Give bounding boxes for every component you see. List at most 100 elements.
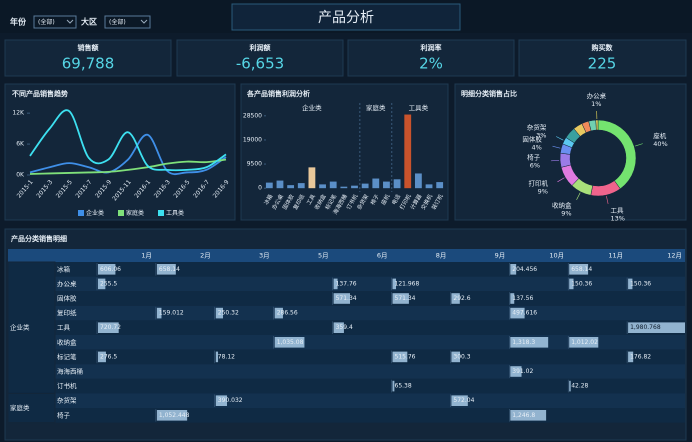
table-row [55, 262, 685, 277]
column-header: 10月 [549, 252, 564, 260]
bar [393, 179, 401, 189]
filter-select[interactable] [104, 15, 151, 29]
cell-bar [569, 278, 574, 290]
filter-select[interactable] [33, 15, 77, 29]
cell-bar [156, 307, 162, 319]
column-header: 6月 [377, 252, 388, 260]
cell-value: 286.56 [277, 310, 298, 317]
slice-value: 1% [591, 100, 601, 108]
row-label: 复印纸 [57, 308, 77, 317]
table-header [8, 249, 685, 262]
cell-value: 720.72 [100, 324, 121, 331]
slice-value: 9% [538, 187, 548, 195]
legend-swatch [118, 210, 124, 216]
group-label: 工具类 [409, 103, 429, 112]
slice-label: 杂货架 [527, 123, 547, 132]
cell-value: 571.34 [336, 295, 357, 302]
bar [414, 173, 422, 189]
row-label: 工具 [57, 324, 71, 332]
chart-panel [240, 83, 449, 221]
kpi-value: -6,653 [236, 55, 284, 73]
cell-value: 137.76 [336, 280, 357, 287]
table-row [55, 378, 685, 394]
cell-value: 121.968 [395, 280, 420, 287]
kpi-label: 利润率 [421, 43, 442, 52]
title-box [231, 3, 461, 31]
dropdown-arrow [66, 19, 74, 24]
cell-value: 159.012 [159, 310, 184, 317]
bar [297, 183, 305, 189]
table-row [55, 291, 685, 306]
cell-value: 255.5 [100, 280, 117, 287]
pie-slice [559, 152, 572, 168]
bar [436, 182, 444, 189]
cell-value: 359.4 [336, 324, 353, 331]
pie-slice [588, 119, 597, 132]
table-title: 产品分类销售明细 [11, 234, 67, 243]
chart-title: 不同产品销售趋势 [12, 89, 68, 98]
kpi-value: 69,788 [62, 55, 115, 73]
cell-value: 1,980.768 [630, 324, 661, 331]
cell-value: 1,246.8 [512, 412, 535, 419]
slice-value: 9% [561, 210, 571, 218]
slice-label: 椅子 [527, 152, 541, 161]
row-label: 标记笔 [57, 352, 77, 361]
cell-bar [333, 322, 344, 333]
y-tick-label: 0 [258, 185, 262, 192]
row-label: 椅子 [57, 410, 71, 419]
filter-label: 年份 [10, 17, 27, 27]
cell-bar [98, 351, 106, 363]
slice-label: 办公桌 [587, 91, 607, 100]
slice-label: 工具 [610, 207, 624, 215]
kpi-value: 225 [588, 55, 617, 73]
cell-value: 1,012.02 [571, 339, 598, 346]
row-label: 杂货架 [57, 396, 77, 405]
cell-bar [451, 351, 461, 363]
slice-label: 收纳盒 [552, 201, 572, 210]
series-line [29, 133, 227, 176]
group-label: 企业类 [302, 103, 322, 112]
group-label: 企业类 [10, 323, 30, 332]
cell-bar [274, 337, 305, 348]
cell-value: 78.12 [218, 353, 235, 360]
cell-bar [569, 337, 599, 348]
series-line [29, 109, 227, 172]
table-row [55, 408, 685, 423]
kpi-label: 销售额 [77, 43, 99, 52]
cell-bar [510, 293, 515, 304]
slice-value: 6% [530, 161, 540, 169]
group-label: 家庭类 [10, 403, 30, 412]
dropdown-arrow [140, 19, 148, 24]
slice-value: 4% [532, 143, 542, 151]
bar [383, 181, 390, 189]
bar [425, 184, 433, 189]
bar [276, 180, 284, 189]
cell-bar [98, 278, 106, 290]
y-tick-label: 0K [16, 172, 25, 179]
cell-bar [510, 264, 517, 275]
cell-bar [215, 307, 223, 319]
y-tick-label: 12K [12, 110, 25, 117]
chart-title: 明细分类销售占比 [461, 89, 517, 98]
cell-value: 391.02 [512, 368, 533, 375]
kpi-panel [518, 39, 687, 77]
bar [287, 185, 295, 189]
cell-value: 300.3 [453, 353, 470, 360]
cell-bar [274, 307, 283, 319]
cell-bar [569, 264, 589, 275]
cell-bar [392, 293, 409, 304]
row-label: 收纳盒 [57, 337, 77, 346]
slice-label: 打印机 [528, 178, 548, 187]
cell-value: 150.36 [630, 280, 651, 287]
cell-value: 176.82 [630, 353, 651, 360]
leader-line [635, 143, 643, 147]
group-cell [7, 392, 56, 424]
cell-value: 606.06 [100, 266, 121, 273]
kpi-label: 利润额 [250, 43, 271, 52]
kpi-panel [347, 39, 515, 77]
column-header: 2月 [200, 252, 211, 260]
cell-bar [333, 293, 351, 304]
cell-bar [510, 410, 547, 421]
cell-value: 1,035.08 [277, 339, 304, 346]
